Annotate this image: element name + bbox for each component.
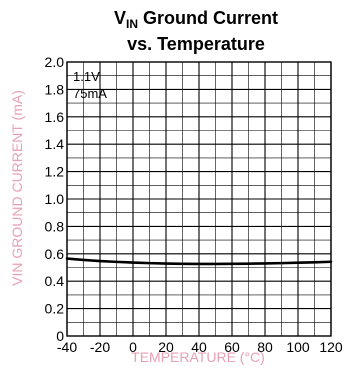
y-tick-label: 0 — [56, 328, 64, 344]
title-main: V — [114, 8, 126, 28]
x-tick-label: 0 — [129, 339, 137, 355]
major-grid — [66, 61, 332, 337]
y-tick-label: 0.2 — [45, 301, 65, 317]
x-tick-label: 100 — [286, 339, 310, 355]
chart-subtitle: vs. Temperature — [127, 34, 265, 54]
x-tick-label: 120 — [319, 339, 343, 355]
x-tick-label: 40 — [191, 339, 207, 355]
series-group — [65, 257, 333, 266]
y-tick-label: 1.2 — [45, 164, 65, 180]
x-tick-labels: -40 -20 0 20 40 60 80 100 120 — [57, 339, 343, 355]
y-tick-label: 1.8 — [45, 81, 65, 97]
y-tick-labels: 0 0.2 0.4 0.6 0.8 1.0 1.2 1.4 1.6 1.8 2.0 — [45, 54, 65, 344]
x-tick-label: 80 — [257, 339, 273, 355]
plot-frame — [66, 61, 332, 337]
y-tick-label: 1.0 — [45, 191, 65, 207]
annotation-voltage: 1.1V — [73, 69, 100, 84]
title-subscript: IN — [126, 17, 138, 31]
chart-title: VIN Ground Current — [114, 8, 278, 31]
y-tick-label: 0.8 — [45, 218, 65, 234]
y-tick-label: 2.0 — [45, 54, 65, 70]
y-tick-label: 1.6 — [45, 109, 65, 125]
annotation-current: 75mA — [73, 86, 107, 101]
series-line — [65, 257, 333, 266]
x-axis-label: TEMPERATURE (°C) — [131, 349, 265, 365]
y-tick-label: 0.4 — [45, 273, 65, 289]
x-tick-label: 60 — [224, 339, 240, 355]
y-tick-label: 0.6 — [45, 246, 65, 262]
title-rest: Ground Current — [138, 8, 278, 28]
x-tick-label: -20 — [90, 339, 110, 355]
x-tick-label: 20 — [158, 339, 174, 355]
y-axis-label: VIN GROUND CURRENT (mA) — [9, 90, 25, 286]
y-tick-label: 1.4 — [45, 136, 65, 152]
x-tick-label: -40 — [57, 339, 77, 355]
